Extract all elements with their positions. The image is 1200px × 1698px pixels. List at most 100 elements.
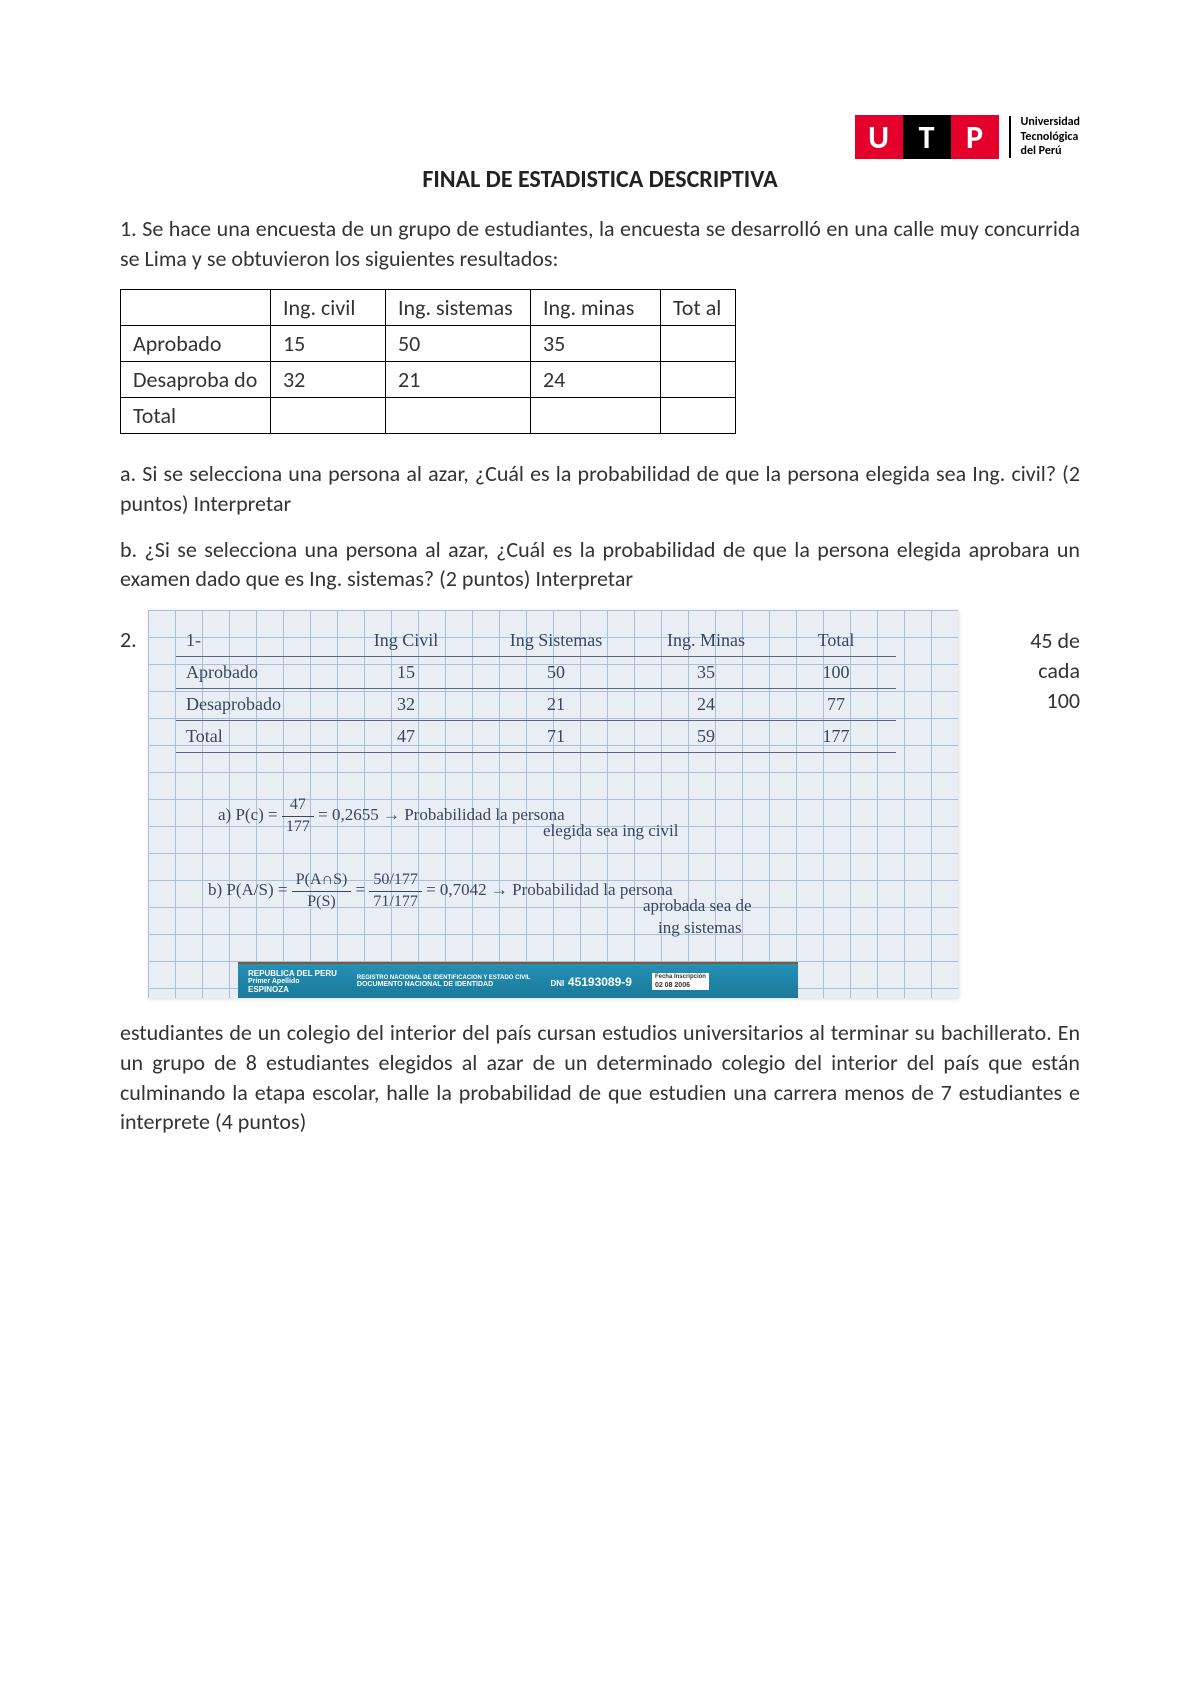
- cell-total-label: Total: [121, 398, 271, 434]
- logo-divider: [1009, 116, 1011, 158]
- logo-text-line2: Tecnológica: [1021, 130, 1080, 144]
- hw-calc-b-fraction2: 50/177 71/177: [369, 870, 421, 913]
- cell-desaprobado-sistemas: 21: [386, 362, 531, 398]
- header-ing-sistemas: Ing. sistemas: [386, 290, 531, 326]
- dni-fecha: 02 08 2006: [652, 981, 709, 990]
- table-header-row: Ing. civil Ing. sistemas Ing. minas Tot …: [121, 290, 736, 326]
- dni-republica: REPUBLICA DEL PERU: [248, 969, 337, 978]
- dni-card-strip: REPUBLICA DEL PERU Primer Apellido ESPIN…: [238, 962, 798, 998]
- hw-desaprobado-civil: 32: [336, 689, 476, 721]
- survey-data-table: Ing. civil Ing. sistemas Ing. minas Tot …: [120, 289, 736, 434]
- hw-desaprobado-sistemas: 21: [476, 689, 636, 721]
- dni-documento: DOCUMENTO NACIONAL DE IDENTIDAD: [357, 981, 531, 988]
- hw-aprobado-minas: 35: [636, 657, 776, 689]
- table-row-total: Total: [121, 398, 736, 434]
- cell-desaprobado-total: [661, 362, 736, 398]
- question-2-wrapper: 2. 45 de cada 100 1- Ing Civil Ing Siste…: [120, 610, 1080, 998]
- dni-registro: REGISTRO NACIONAL DE IDENTIFICACION Y ES…: [357, 975, 531, 981]
- dni-number: 45193089-9: [568, 975, 632, 989]
- hw-header-total: Total: [776, 625, 896, 657]
- hw-total-sistemas: 71: [476, 721, 636, 753]
- cell-aprobado-civil: 15: [271, 326, 386, 362]
- hw-calc-b-line2: aprobada sea de: [643, 895, 752, 917]
- dni-apellido-label: Primer Apellido: [248, 978, 337, 985]
- dni-number-block: DNI 45193089-9: [550, 972, 631, 991]
- hw-aprobado-civil: 15: [336, 657, 476, 689]
- cell-total-minas: [531, 398, 661, 434]
- hw-row-total: Total 47 71 59 177: [176, 721, 938, 753]
- hw-calc-a-frac-bot: 177: [282, 817, 314, 838]
- logo-letter-p: P: [951, 115, 999, 159]
- hw-calc-a-label: a) P(c) =: [218, 805, 278, 824]
- header-ing-minas: Ing. minas: [531, 290, 661, 326]
- q2-right-line1: 45 de: [1030, 626, 1080, 656]
- hw-desaprobado-label: Desaprobado: [176, 689, 336, 721]
- document-title: FINAL DE ESTADISTICA DESCRIPTIVA: [120, 165, 1080, 194]
- hw-calc-a-fraction: 47 177: [282, 795, 314, 838]
- hw-aprobado-sistemas: 50: [476, 657, 636, 689]
- hw-calc-a-frac-top: 47: [282, 795, 314, 817]
- hw-calc-a: a) P(c) = 47 177 = 0,2655 → Probabilidad…: [218, 795, 565, 838]
- hw-row-desaprobado: Desaprobado 32 21 24 77: [176, 689, 938, 721]
- hw-total-total: 177: [776, 721, 896, 753]
- q2-right-line2: cada: [1030, 656, 1080, 686]
- cell-total-sistemas: [386, 398, 531, 434]
- hw-desaprobado-total: 77: [776, 689, 896, 721]
- handwritten-solution-image: 1- Ing Civil Ing Sistemas Ing. Minas Tot…: [148, 610, 958, 998]
- table-row-aprobado: Aprobado 15 50 35: [121, 326, 736, 362]
- hw-calc-b-label: b) P(A/S) =: [208, 880, 287, 899]
- logo-text-line1: Universidad: [1021, 115, 1080, 129]
- dni-left-text: REPUBLICA DEL PERU Primer Apellido ESPIN…: [248, 969, 337, 994]
- logo-text-line3: del Perú: [1021, 144, 1080, 158]
- cell-total-civil: [271, 398, 386, 434]
- hw-calc-b-frac1-top: P(A∩S): [292, 870, 352, 892]
- hw-calc-b: b) P(A/S) = P(A∩S) P(S) = 50/177 71/177 …: [208, 870, 673, 913]
- cell-desaprobado-civil: 32: [271, 362, 386, 398]
- hw-aprobado-total: 100: [776, 657, 896, 689]
- question-2-body: estudiantes de un colegio del interior d…: [120, 1018, 1080, 1137]
- hw-desaprobado-minas: 24: [636, 689, 776, 721]
- header-blank: [121, 290, 271, 326]
- hw-calc-b-frac2-top: 50/177: [369, 870, 421, 892]
- cell-total-total: [661, 398, 736, 434]
- hw-calc-b-result: = 0,7042 → Probabilidad la persona: [426, 880, 673, 899]
- cell-aprobado-total: [661, 326, 736, 362]
- dni-center-text: REGISTRO NACIONAL DE IDENTIFICACION Y ES…: [357, 975, 531, 988]
- hw-calc-b-frac1-bot: P(S): [292, 892, 352, 913]
- logo-university-name: Universidad Tecnológica del Perú: [1021, 115, 1080, 158]
- logo-letters: U T P: [855, 115, 999, 159]
- q2-right-line3: 100: [1030, 686, 1080, 716]
- table-row-desaprobado: Desaproba do 32 21 24: [121, 362, 736, 398]
- hw-header-sistemas: Ing Sistemas: [476, 625, 636, 657]
- question-1b: b. ¿Si se selecciona una persona al azar…: [120, 535, 1080, 594]
- dni-right-text: Fecha Inscripción 02 08 2006: [652, 973, 709, 990]
- hw-calc-b-fraction1: P(A∩S) P(S): [292, 870, 352, 913]
- hw-row-aprobado: Aprobado 15 50 35 100: [176, 657, 938, 689]
- hw-row-number: 1-: [176, 625, 336, 657]
- hw-header-row: 1- Ing Civil Ing Sistemas Ing. Minas Tot…: [176, 625, 938, 657]
- dni-apellido: ESPINOZA: [248, 985, 337, 994]
- cell-aprobado-minas: 35: [531, 326, 661, 362]
- cell-desaprobado-label: Desaproba do: [121, 362, 271, 398]
- hw-calc-b-frac2-bot: 71/177: [369, 892, 421, 913]
- hw-calc-b-eq: =: [356, 880, 366, 899]
- logo-letter-u: U: [855, 115, 903, 159]
- hw-total-civil: 47: [336, 721, 476, 753]
- header-total: Tot al: [661, 290, 736, 326]
- question-1a: a. Si se selecciona una persona al azar,…: [120, 459, 1080, 518]
- hw-calc-b-line3: ing sistemas: [658, 917, 742, 939]
- cell-aprobado-label: Aprobado: [121, 326, 271, 362]
- hw-calc-a-result: = 0,2655 → Probabilidad la persona: [318, 805, 565, 824]
- cell-desaprobado-minas: 24: [531, 362, 661, 398]
- hw-calc-a-line2: elegida sea ing civil: [543, 820, 678, 842]
- question-2-number: 2.: [120, 626, 137, 653]
- dni-fecha-label: Fecha Inscripción: [652, 973, 709, 981]
- hw-header-civil: Ing Civil: [336, 625, 476, 657]
- question-2-wrapped-text: 45 de cada 100: [1030, 626, 1080, 715]
- header-ing-civil: Ing. civil: [271, 290, 386, 326]
- hw-total-minas: 59: [636, 721, 776, 753]
- question-1-intro: 1. Se hace una encuesta de un grupo de e…: [120, 214, 1080, 273]
- logo-letter-t: T: [903, 115, 951, 159]
- hw-total-label: Total: [176, 721, 336, 753]
- dni-prefix: DNI: [550, 979, 564, 988]
